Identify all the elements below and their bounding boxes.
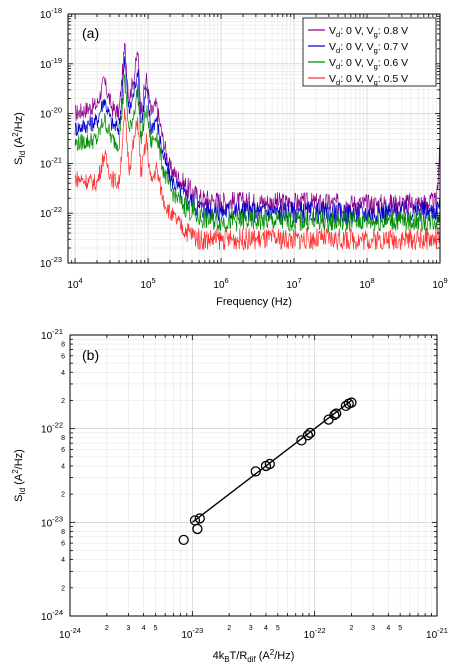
panel-b-data-point [296, 435, 307, 446]
panel-b-data-point [192, 523, 203, 535]
panel-b-label: (b) [82, 347, 99, 363]
panel-b-y-minor-label: 8 [61, 342, 65, 349]
panel-b-x-minor-label: 2 [227, 625, 231, 632]
panel-b-data-point [178, 534, 189, 546]
panel-b-x-minor-label: 5 [276, 625, 280, 632]
panel-a-legend-entry-1: Vd: 0 V, Vg: 0.8 V [329, 25, 408, 39]
panel-a-series-line-4 [74, 108, 441, 251]
panel-a-x-tick-label: 107 [286, 276, 301, 291]
panel-b-data-point [264, 458, 275, 470]
panel-b-y-minor-label: 6 [61, 353, 65, 360]
panel-b-data-point [346, 397, 357, 408]
panel-a-label: (a) [82, 25, 99, 41]
panel-b-y-minor-label: 4 [61, 463, 65, 470]
panel-b-x-tick-label: 10-24 [59, 626, 81, 641]
panel-b-y-minor-label: 2 [61, 492, 65, 499]
panel-b-x-minor-label: 3 [371, 625, 375, 632]
panel-b-y-tick-label: 10-22 [41, 421, 63, 436]
panel-b-frame [69, 334, 438, 617]
panel-a-series-line-3 [74, 74, 441, 233]
panel-b-x-minor-label: 3 [249, 625, 253, 632]
panel-b-data-point [305, 427, 316, 439]
panel-b-gridlines [69, 335, 437, 617]
panel-b-x-minor-label: 4 [142, 625, 146, 632]
panel-b-x-minor-label: 4 [386, 625, 390, 632]
panel-a-y-tick-label: 10-20 [40, 106, 62, 121]
panel-b-x-minor-label: 5 [398, 625, 402, 632]
panel-a-legend-entry-3: Vd: 0 V, Vg: 0.6 V [329, 57, 408, 71]
panel-a-y-axis-label: SId (A2/Hz) [11, 112, 27, 165]
panel-a-series-line-2 [74, 56, 441, 225]
panel-a-x-tick-label: 104 [67, 276, 82, 291]
panel-b-data-point [340, 400, 352, 412]
panel-b-y-minor-label: 2 [61, 585, 65, 592]
panel-a-legend-entry-4: Vd: 0 V, Vg: 0.5 V [329, 73, 408, 87]
panel-b-fit-line [191, 399, 352, 523]
panel-b-x-axis-label: 4kBT/Rdif (A2/Hz) [213, 648, 295, 664]
panel-b-y-minor-label: 2 [61, 398, 65, 405]
panel-b-x-minor-label: 5 [154, 625, 158, 632]
panel-b-y-minor-label: 6 [61, 447, 65, 454]
panel-b-y-tick-label: 10-23 [41, 514, 63, 529]
panel-b-y-minor-label: 6 [61, 541, 65, 548]
panel-b-data-point [194, 513, 205, 524]
panel-b-y-minor-label: 4 [61, 370, 65, 377]
panel-b-points [178, 397, 357, 546]
panel-a-series-line-1 [74, 42, 441, 216]
panel-a-y-tick-label: 10-22 [40, 205, 62, 220]
panel-b-y-minor-label: 4 [61, 557, 65, 564]
panel-b-data-point [302, 430, 314, 441]
panel-a-x-axis-label: Frequency (Hz) [216, 296, 292, 308]
panel-a-x-tick-label: 105 [140, 276, 155, 291]
panel-b-data-point [329, 409, 340, 421]
panel-a-y-tick-label: 10-21 [40, 155, 62, 170]
panel-b-y-minor-label: 8 [61, 435, 65, 442]
panel-a-x-tick-label: 106 [213, 276, 228, 291]
panel-b-y-tick-label: 10-21 [41, 327, 63, 342]
panel-b-data-point [331, 408, 342, 419]
panel-b-x-minor-label: 4 [264, 625, 268, 632]
panel-b-x-minor-label: 3 [126, 625, 130, 632]
panel-b-x-tick-label: 10-23 [181, 626, 203, 641]
panel-a-x-tick-label: 108 [359, 276, 374, 291]
panel-a-y-tick-label: 10-19 [40, 56, 62, 71]
panel-a-legend-box [302, 17, 437, 87]
panel-a-y-tick-label: 10-18 [40, 6, 62, 21]
panel-a-frame [67, 13, 441, 264]
panel-b-x-minor-label: 2 [105, 625, 109, 632]
panel-b-y-minor-label: 8 [61, 529, 65, 536]
panel-b-data-point [250, 466, 261, 477]
panel-b-y-axis-label: SId (A2/Hz) [11, 449, 27, 502]
panel-b-y-tick-label: 10-24 [41, 608, 63, 623]
panel-a-x-tick-label: 109 [432, 276, 447, 291]
panel-b-x-tick-label: 10-21 [426, 626, 448, 641]
panel-a-legend-entry-2: Vd: 0 V, Vg: 0.7 V [329, 41, 408, 55]
panel-b-x-minor-label: 2 [350, 625, 354, 632]
panel-b-x-tick-label: 10-22 [304, 626, 326, 641]
panel-a-y-tick-label: 10-23 [40, 255, 62, 270]
panel-a-series-group [74, 42, 441, 251]
